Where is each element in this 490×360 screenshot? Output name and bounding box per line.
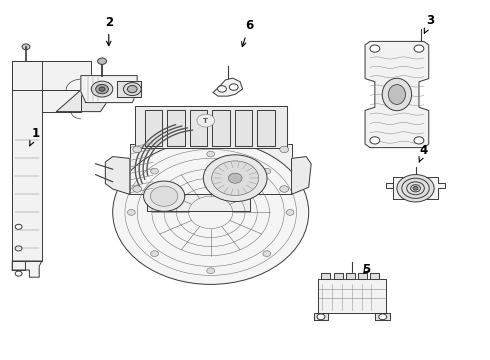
Circle shape xyxy=(229,84,238,90)
Polygon shape xyxy=(130,144,292,194)
Circle shape xyxy=(280,146,289,153)
Polygon shape xyxy=(118,81,141,97)
Polygon shape xyxy=(42,90,81,112)
Polygon shape xyxy=(375,313,390,320)
Circle shape xyxy=(212,161,259,195)
Circle shape xyxy=(15,224,22,229)
Polygon shape xyxy=(235,110,252,146)
Circle shape xyxy=(413,186,418,190)
Circle shape xyxy=(207,268,215,274)
Polygon shape xyxy=(386,177,445,199)
Text: 3: 3 xyxy=(424,14,434,33)
Text: T: T xyxy=(203,118,208,123)
Circle shape xyxy=(133,146,142,153)
Circle shape xyxy=(150,251,158,257)
Polygon shape xyxy=(105,157,130,194)
Circle shape xyxy=(113,140,309,284)
Polygon shape xyxy=(12,261,24,270)
Circle shape xyxy=(99,87,105,91)
Polygon shape xyxy=(147,194,250,211)
Circle shape xyxy=(370,137,380,144)
Circle shape xyxy=(280,186,289,192)
Circle shape xyxy=(414,137,424,144)
Circle shape xyxy=(144,181,185,211)
Text: 1: 1 xyxy=(30,127,39,146)
Circle shape xyxy=(228,173,242,183)
Circle shape xyxy=(127,85,137,93)
Circle shape xyxy=(263,168,271,174)
Polygon shape xyxy=(12,61,42,261)
Polygon shape xyxy=(321,273,330,279)
Polygon shape xyxy=(346,273,355,279)
Text: 4: 4 xyxy=(419,144,428,162)
Polygon shape xyxy=(292,157,311,194)
Polygon shape xyxy=(213,78,243,96)
Polygon shape xyxy=(318,279,386,313)
Circle shape xyxy=(203,155,267,202)
Circle shape xyxy=(123,83,141,96)
Circle shape xyxy=(15,271,22,276)
Polygon shape xyxy=(212,110,230,146)
Circle shape xyxy=(263,251,271,257)
Polygon shape xyxy=(12,61,91,90)
Circle shape xyxy=(127,210,135,215)
Circle shape xyxy=(370,45,380,52)
Circle shape xyxy=(207,151,215,157)
Polygon shape xyxy=(135,106,287,148)
Polygon shape xyxy=(145,110,162,146)
Polygon shape xyxy=(12,261,42,277)
Polygon shape xyxy=(314,313,328,320)
Polygon shape xyxy=(81,76,137,103)
Polygon shape xyxy=(190,110,207,146)
Polygon shape xyxy=(370,273,379,279)
Circle shape xyxy=(197,114,215,127)
Circle shape xyxy=(414,45,424,52)
Circle shape xyxy=(22,44,30,50)
Circle shape xyxy=(150,168,158,174)
Text: 5: 5 xyxy=(363,263,370,276)
Ellipse shape xyxy=(382,78,412,111)
Circle shape xyxy=(397,175,434,202)
Polygon shape xyxy=(334,273,343,279)
Text: 6: 6 xyxy=(242,19,253,46)
Text: 2: 2 xyxy=(105,16,113,46)
Ellipse shape xyxy=(389,85,406,104)
Circle shape xyxy=(286,210,294,215)
Circle shape xyxy=(133,186,142,192)
Circle shape xyxy=(91,81,113,97)
Circle shape xyxy=(379,314,387,320)
Polygon shape xyxy=(257,110,275,146)
Circle shape xyxy=(15,246,22,251)
Polygon shape xyxy=(56,83,110,112)
Polygon shape xyxy=(365,41,429,148)
Polygon shape xyxy=(167,110,185,146)
Polygon shape xyxy=(358,273,367,279)
Circle shape xyxy=(98,58,106,64)
Circle shape xyxy=(150,186,178,206)
Circle shape xyxy=(218,86,226,92)
Circle shape xyxy=(96,85,108,94)
Circle shape xyxy=(317,314,325,320)
